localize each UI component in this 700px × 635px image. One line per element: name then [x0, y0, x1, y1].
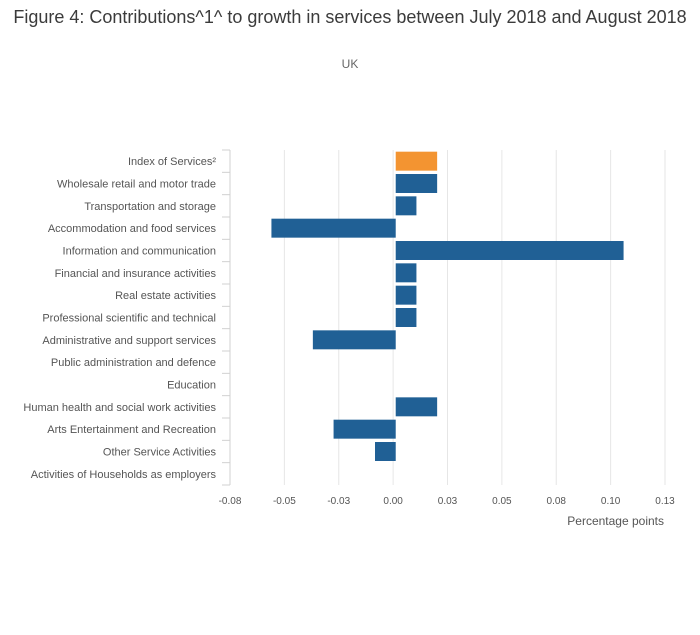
x-tick-label: -0.08: [219, 496, 242, 507]
x-tick-label: 0.13: [655, 496, 675, 507]
x-tick-label: 0.08: [547, 496, 567, 507]
bar-7: [395, 308, 417, 327]
chart-title: Figure 4: Contributions^1^ to growth in …: [13, 7, 687, 27]
x-tick-label: -0.05: [273, 496, 296, 507]
x-tick-label: 0.00: [383, 496, 403, 507]
category-label: Real estate activities: [115, 290, 216, 302]
category-label: Index of Services²: [128, 156, 216, 168]
x-tick-labels: -0.08 -0.05 -0.03 0.00 0.03 0.05 0.08 0.10 0.13: [219, 496, 676, 507]
x-tick-label: 0.03: [438, 496, 458, 507]
bar-0: [395, 151, 438, 171]
category-label: Transportation and storage: [84, 201, 216, 213]
category-label: Administrative and support services: [42, 335, 216, 347]
category-label: Wholesale retail and motor trade: [57, 179, 216, 191]
x-tick-label: 0.05: [492, 496, 512, 507]
category-label: Public administration and defence: [51, 357, 216, 369]
bar-2: [395, 196, 417, 216]
category-label: Accommodation and food services: [48, 223, 217, 235]
bar-6: [395, 285, 417, 305]
category-label: Education: [167, 380, 216, 392]
category-label: Human health and social work activities: [23, 402, 216, 414]
bar-11: [395, 397, 438, 417]
bar-3: [271, 218, 396, 238]
x-tick-label: 0.10: [601, 496, 621, 507]
chart-subtitle: UK: [341, 57, 359, 71]
bar-12: [333, 419, 396, 439]
category-label: Activities of Households as employers: [31, 469, 217, 481]
category-axis-ticks: [222, 149, 231, 486]
category-label: Financial and insurance activities: [55, 268, 217, 280]
bar-4: [395, 241, 624, 260]
bars: [271, 151, 624, 461]
category-label: Professional scientific and technical: [42, 313, 216, 325]
bar-1: [395, 174, 438, 193]
x-tick-label: -0.03: [327, 496, 350, 507]
category-labels: Index of Services² Wholesale retail and m…: [23, 156, 216, 481]
category-label: Arts Entertainment and Recreation: [47, 424, 216, 436]
category-label: Other Service Activities: [103, 447, 217, 459]
x-axis-title: Percentage points: [567, 514, 664, 528]
bar-5: [395, 263, 417, 283]
bar-13: [375, 442, 396, 461]
bar-8: [312, 330, 396, 350]
category-label: Information and communication: [63, 246, 216, 258]
